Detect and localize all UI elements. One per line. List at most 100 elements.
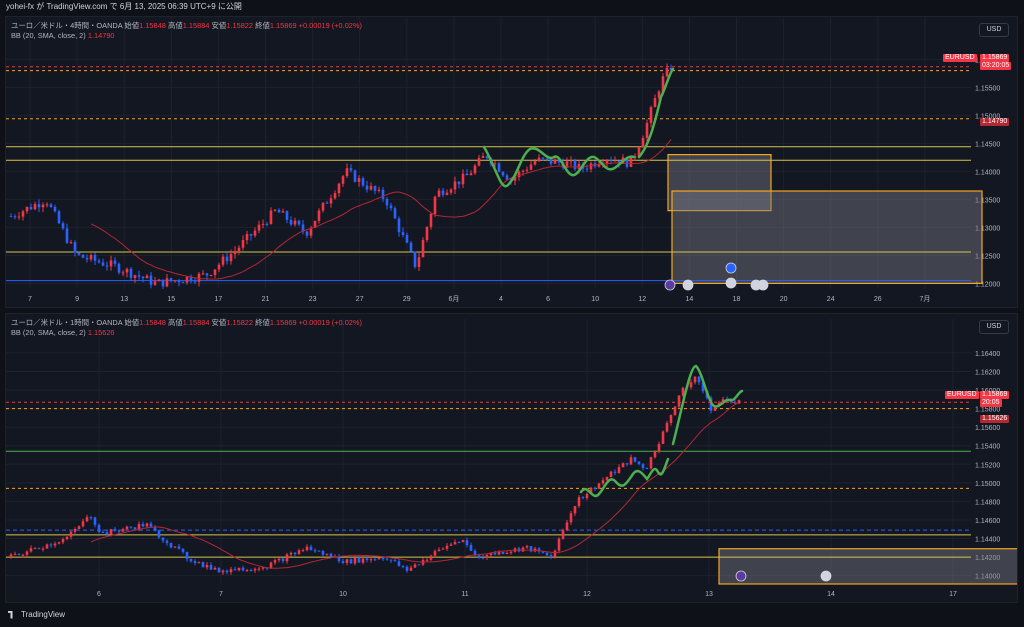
candle-body — [93, 255, 97, 261]
economic-event-icon — [725, 262, 737, 274]
wave-annotation — [671, 364, 744, 446]
candle-body — [209, 565, 213, 570]
candle-body — [489, 552, 493, 555]
candle-body — [9, 554, 13, 558]
candle-body — [713, 405, 717, 411]
time-axis-label: 10 — [591, 296, 599, 303]
candle-body — [73, 528, 77, 532]
candle-body — [673, 406, 677, 416]
candle-body — [293, 220, 297, 225]
tradingview-footer[interactable]: TradingView — [8, 610, 65, 619]
candle-body — [529, 164, 533, 170]
candle-body — [373, 185, 377, 191]
time-axis-label: 18 — [733, 296, 741, 303]
candle-body — [53, 207, 57, 212]
candle-body — [601, 480, 605, 484]
candle-body — [13, 216, 17, 218]
candle-body — [509, 551, 513, 553]
economic-event-icon — [735, 570, 747, 582]
currency-button[interactable]: USD — [979, 23, 1009, 37]
candle-body — [65, 228, 69, 243]
candle-body — [453, 181, 457, 190]
candle-body — [405, 566, 409, 571]
candle-body — [413, 564, 417, 568]
currency-button[interactable]: USD — [979, 320, 1009, 334]
chart-panel-4h[interactable]: ユーロ／米ドル・4時間・OANDA 始値1.15848 高値1.15884 安値… — [5, 16, 1018, 308]
candle-body — [641, 137, 645, 148]
candle-body — [597, 164, 601, 167]
candle-body — [41, 548, 45, 550]
time-axis-label: 21 — [262, 296, 270, 303]
candle-body — [277, 558, 281, 561]
candle-body — [173, 280, 177, 282]
close-label: 終値 — [255, 318, 270, 327]
candle-body — [701, 382, 705, 392]
chart-panel-1h[interactable]: ユーロ／米ドル・1時間・OANDA 始値1.15848 高値1.15884 安値… — [5, 313, 1018, 603]
candle-body — [217, 567, 221, 573]
candle-body — [353, 170, 357, 182]
economic-event-icon — [664, 279, 676, 291]
candle-body — [65, 536, 69, 540]
candle-body — [205, 565, 209, 568]
time-axis-label: 12 — [638, 296, 646, 303]
candle-body — [545, 552, 549, 556]
candle-body — [157, 530, 161, 538]
candle-body — [637, 461, 641, 465]
candle-body — [425, 226, 429, 240]
candle-body — [457, 181, 461, 185]
open-value: 1.15848 — [139, 21, 166, 30]
candle-body — [665, 422, 669, 432]
candle-body — [337, 556, 341, 562]
support-zone — [671, 190, 983, 285]
candle-body — [225, 570, 229, 573]
open-label: 始値 — [124, 318, 140, 327]
candle-body — [25, 551, 29, 555]
price-axis-label: 1.16200 — [975, 369, 1000, 376]
price-axis-label: 1.14600 — [975, 518, 1000, 525]
candle-body — [221, 256, 225, 265]
price-chart-1h[interactable]: 671011121314171.164001.162001.160001.158… — [6, 314, 1018, 603]
time-axis-label: 23 — [309, 296, 317, 303]
candle-body — [517, 171, 521, 178]
candle-body — [137, 275, 141, 277]
candle-body — [53, 543, 57, 546]
candle-body — [297, 550, 301, 555]
price-chart-4h[interactable]: 79131517212327296月46101214182024267月1.16… — [6, 17, 1018, 308]
price-axis-label: 1.15000 — [975, 481, 1000, 488]
candle-body — [721, 399, 725, 403]
candle-body — [117, 530, 121, 532]
bb-basis-line — [90, 139, 672, 280]
publish-attribution: yohei-fx が TradingView.com で 6月 13, 2025… — [6, 2, 242, 11]
time-axis-label: 7月 — [919, 295, 930, 303]
bb-basis-tag: 1.15626 — [980, 415, 1010, 423]
wave-annotation — [482, 145, 636, 188]
time-axis-label: 7 — [219, 591, 223, 598]
candle-body — [249, 570, 253, 572]
candle-body — [149, 275, 153, 285]
candle-body — [125, 526, 129, 530]
candle-body — [649, 457, 653, 469]
candle-body — [309, 227, 313, 236]
candle-body — [189, 558, 193, 562]
candle-body — [493, 163, 497, 165]
high-label: 高値 — [167, 318, 183, 327]
candle-body — [97, 524, 101, 533]
candle-body — [345, 559, 349, 563]
candle-body — [645, 468, 649, 470]
time-axis-label: 4 — [499, 296, 503, 303]
candle-body — [109, 529, 113, 535]
candle-body — [361, 558, 365, 563]
price-axis-label: 1.15500 — [975, 85, 1000, 92]
high-value: 1.15884 — [182, 318, 210, 327]
candle-body — [553, 159, 557, 164]
candle-body — [121, 272, 125, 274]
candle-body — [413, 251, 417, 267]
candle-body — [301, 224, 305, 232]
indicator-legend[interactable]: BB (20, SMA, close, 2) 1.15626 — [11, 328, 115, 337]
indicator-legend[interactable]: BB (20, SMA, close, 2) 1.14790 — [11, 31, 115, 40]
candle-body — [245, 570, 249, 572]
time-axis-label: 6月 — [448, 295, 459, 303]
candle-body — [329, 198, 333, 204]
candle-body — [597, 483, 601, 489]
candle-body — [161, 279, 165, 287]
